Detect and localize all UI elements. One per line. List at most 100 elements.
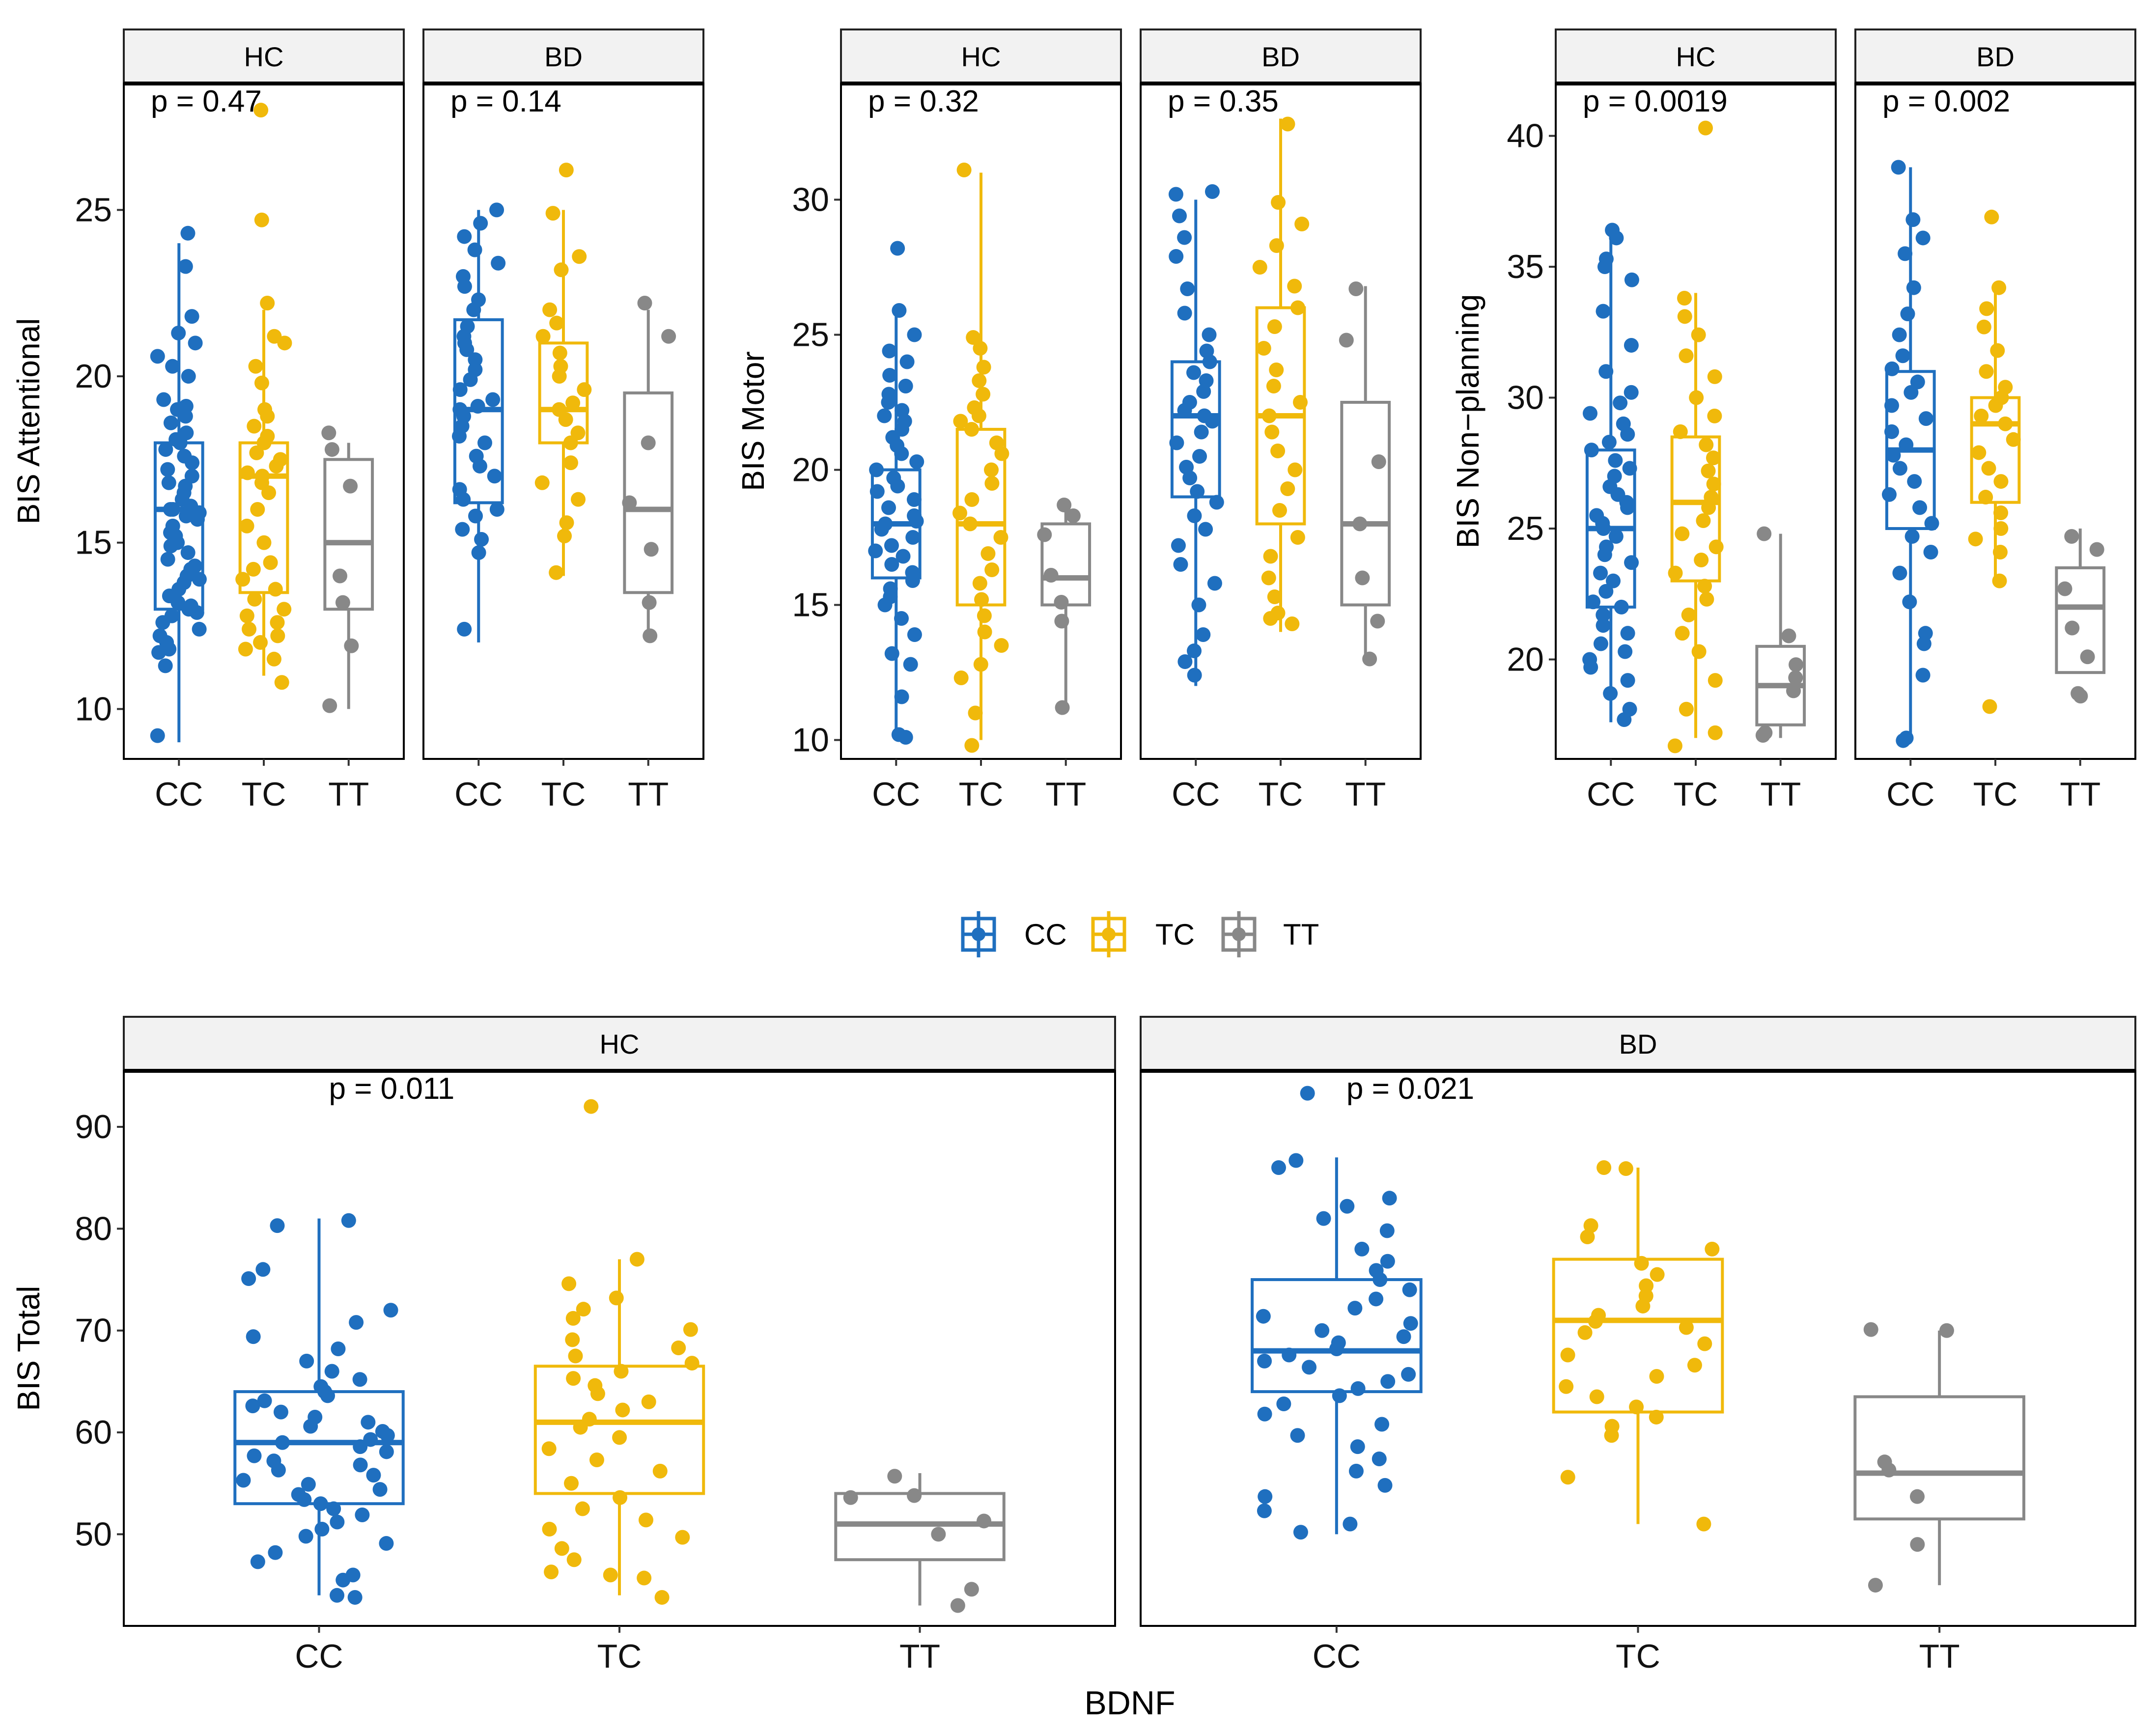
data-point [1196, 627, 1211, 642]
data-point [1340, 1199, 1355, 1214]
data-point [353, 1457, 368, 1473]
data-point [489, 502, 504, 517]
data-point [253, 635, 268, 650]
y-axis-label: BIS Total [11, 1286, 46, 1411]
data-point [1701, 463, 1716, 478]
data-point [1614, 599, 1629, 615]
data-point [313, 1379, 329, 1394]
data-point [1347, 1301, 1363, 1316]
data-point [1171, 538, 1186, 553]
y-axis-label: BIS Non−planning [1450, 294, 1485, 549]
facet-strip-label: HC [244, 41, 284, 72]
data-point [554, 1541, 569, 1556]
legend-key-tc: TC [1091, 911, 1195, 957]
data-point [1687, 1358, 1702, 1373]
box-tt [622, 296, 676, 643]
data-point [1649, 1369, 1664, 1384]
data-point [1037, 527, 1052, 542]
data-point [1905, 212, 1921, 227]
data-point [1675, 626, 1690, 641]
chart-panel-3: BIS Non−planning 20 25 30 35 40 HC p = 0.0019 CC… [1450, 28, 2136, 813]
data-point [1267, 589, 1282, 604]
data-point [1912, 500, 1928, 515]
box-iqr [1853, 1395, 2025, 1521]
data-point [1596, 304, 1611, 319]
data-point [1560, 1470, 1575, 1485]
data-point [642, 595, 657, 610]
data-point [615, 1402, 630, 1418]
data-point [156, 392, 171, 407]
data-point [341, 1213, 356, 1228]
data-point [1377, 1478, 1393, 1493]
p-value-label: p = 0.021 [1346, 1072, 1474, 1106]
data-point [1909, 1489, 1925, 1504]
data-point [1923, 544, 1938, 559]
x-tick-label: TT [1045, 776, 1086, 813]
data-point [1697, 1336, 1712, 1351]
facet-strip [1140, 1016, 2136, 1072]
legend-key-cc: CC [961, 911, 1067, 957]
data-point [344, 638, 359, 653]
data-point [894, 611, 909, 626]
data-point [967, 400, 982, 415]
data-point [345, 1567, 361, 1583]
data-point [1199, 373, 1214, 388]
box-iqr [1340, 401, 1391, 607]
data-point [163, 415, 178, 430]
data-point [582, 1412, 597, 1427]
data-point [559, 163, 574, 178]
data-point [892, 303, 907, 318]
data-point [1993, 474, 2009, 489]
data-point [1606, 573, 1621, 588]
data-point [1697, 579, 1712, 594]
data-point [1904, 529, 1920, 544]
data-point [589, 1453, 604, 1468]
data-point [1706, 450, 1721, 466]
data-point [1054, 614, 1069, 629]
data-point [1169, 435, 1184, 450]
data-point [313, 1496, 328, 1511]
data-point [1691, 327, 1706, 342]
data-point [1202, 327, 1217, 342]
data-point [1292, 395, 1308, 410]
data-point [171, 326, 186, 341]
data-point [330, 1588, 345, 1603]
box-cc [1251, 1086, 1423, 1540]
data-point [1596, 1160, 1612, 1175]
data-point [1884, 361, 1900, 376]
data-point [192, 621, 207, 637]
y-tick-label: 40 [1507, 117, 1544, 155]
data-point [614, 1364, 629, 1379]
y-tick-label: 50 [75, 1515, 112, 1553]
legend-key-tt: TT [1221, 911, 1319, 957]
data-point [882, 343, 897, 359]
data-point [379, 1536, 394, 1551]
data-point [881, 387, 896, 402]
data-point [1915, 668, 1931, 683]
data-point [675, 1530, 690, 1545]
data-point [552, 345, 567, 361]
data-point [239, 518, 254, 533]
data-point [1257, 1406, 1272, 1422]
y-tick-label: 30 [792, 181, 829, 219]
x-tick-label: TT [2060, 776, 2100, 813]
data-point [1624, 385, 1639, 400]
data-point [347, 1590, 363, 1605]
data-point [1679, 701, 1694, 717]
data-point [641, 435, 656, 450]
y-tick-label: 30 [1507, 379, 1544, 417]
data-point [1355, 570, 1370, 586]
data-point [1638, 1288, 1653, 1304]
data-point [1613, 395, 1628, 411]
data-point [455, 522, 470, 537]
data-point [1976, 319, 1991, 335]
facet-bd: BD p = 0.35 CC TC TT [1140, 28, 1422, 813]
data-point [1280, 116, 1295, 132]
data-point [977, 1513, 992, 1529]
facet-bd: BD p = 0.002 CC TC TT [1854, 28, 2136, 813]
data-point [878, 516, 893, 531]
data-point [1992, 573, 2007, 588]
box-tt [321, 425, 374, 713]
p-value-label: p = 0.32 [868, 84, 979, 118]
data-point [1065, 508, 1081, 523]
